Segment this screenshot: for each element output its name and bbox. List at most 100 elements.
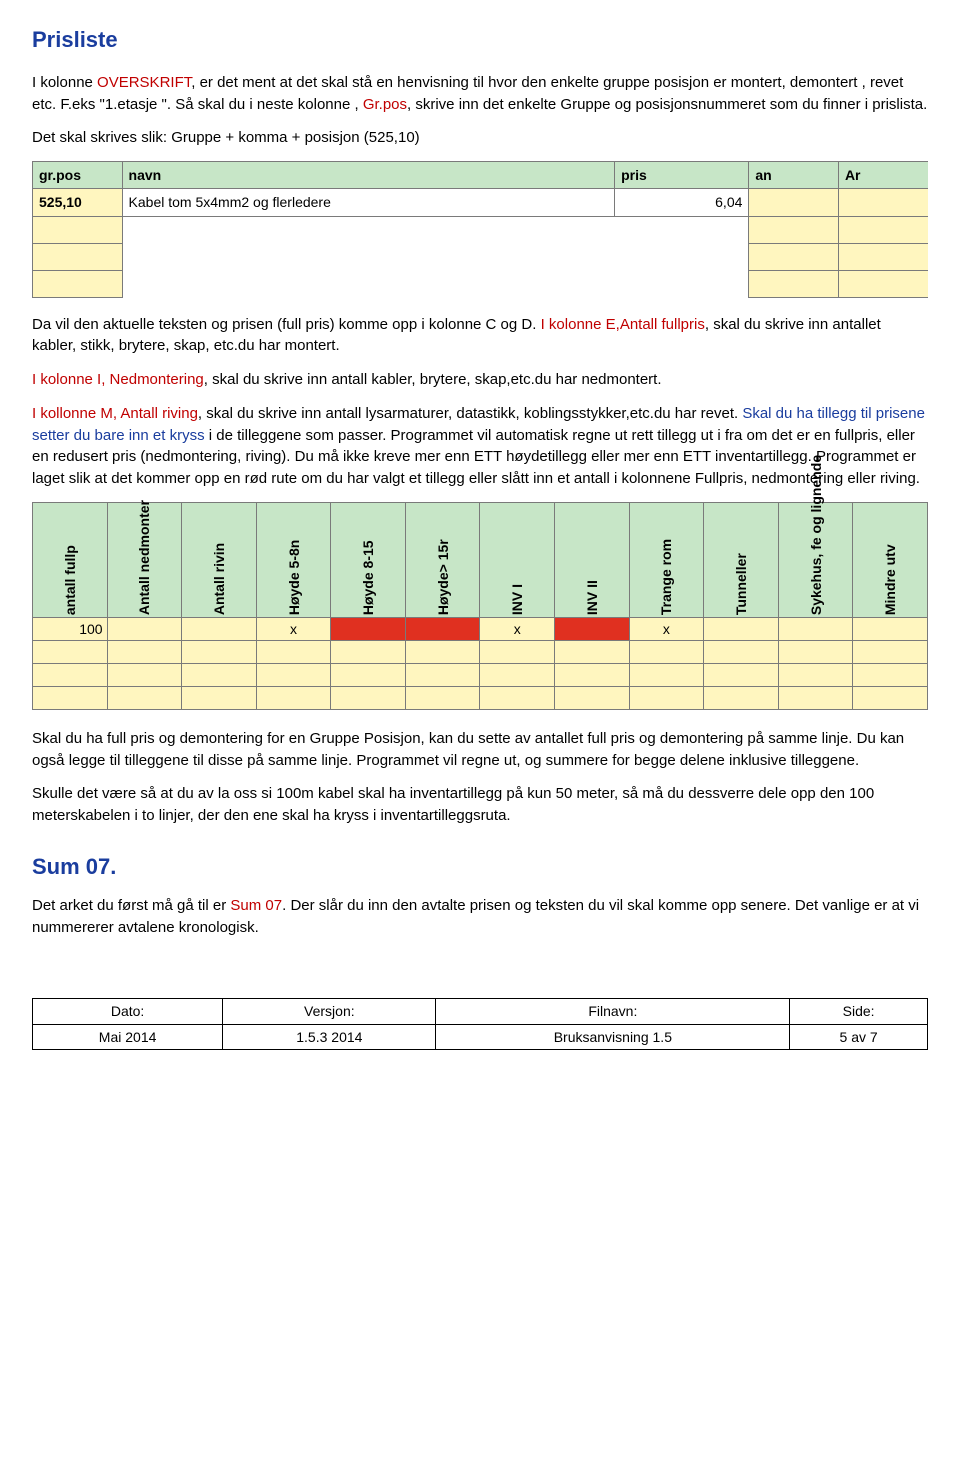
cell[interactable] [555, 640, 630, 663]
cell[interactable] [182, 617, 257, 640]
highlight-kolonne-m: I kollonne M, Antall riving [32, 405, 198, 422]
paragraph-5: I kollonne M, Antall riving, skal du skr… [32, 403, 928, 490]
cell[interactable] [182, 663, 257, 686]
cell[interactable] [33, 216, 123, 243]
cell[interactable] [107, 617, 182, 640]
cell-an[interactable] [749, 189, 839, 216]
cell[interactable] [704, 686, 779, 709]
cell[interactable] [749, 216, 839, 243]
cell[interactable] [704, 663, 779, 686]
cell[interactable] [749, 243, 839, 270]
cell[interactable] [778, 617, 853, 640]
table-tillegg: antall fullp Antall nedmonter Antall riv… [32, 502, 928, 710]
cell-grpos[interactable]: 525,10 [33, 189, 123, 216]
cell[interactable] [838, 216, 928, 243]
paragraph-3: Da vil den aktuelle teksten og prisen (f… [32, 314, 928, 358]
cell[interactable] [853, 663, 928, 686]
cell-inv-1[interactable]: x [480, 617, 555, 640]
cell[interactable] [704, 640, 779, 663]
cell[interactable] [853, 640, 928, 663]
cell[interactable] [405, 640, 480, 663]
cell[interactable] [778, 663, 853, 686]
text: , skal du skrive inn antall kabler, bryt… [204, 371, 662, 388]
cell[interactable] [749, 270, 839, 297]
cell [122, 270, 615, 297]
col-grpos: gr.pos [33, 162, 123, 189]
cell[interactable] [405, 686, 480, 709]
table-row: 100 x x x [33, 617, 928, 640]
cell[interactable] [838, 270, 928, 297]
cell[interactable] [405, 663, 480, 686]
cell[interactable] [256, 640, 331, 663]
cell[interactable] [853, 617, 928, 640]
cell[interactable] [629, 663, 704, 686]
col-antall-rivin: Antall rivin [182, 502, 257, 617]
col-hoyde-15: Høyde> 15r [405, 502, 480, 617]
cell[interactable] [182, 640, 257, 663]
cell[interactable] [33, 686, 108, 709]
cell-trange-rom[interactable]: x [629, 617, 704, 640]
cell-ar[interactable] [838, 189, 928, 216]
col-antall-fullp: antall fullp [33, 502, 108, 617]
cell-antall-fullp[interactable]: 100 [33, 617, 108, 640]
cell[interactable] [853, 686, 928, 709]
cell[interactable] [331, 686, 406, 709]
table-row [33, 270, 929, 297]
table-prisliste: gr.pos navn pris an Ar 525,10 Kabel tom … [32, 161, 928, 298]
footer-value-filnavn: Bruksanvisning 1.5 [436, 1024, 790, 1049]
footer-value-versjon: 1.5.3 2014 [223, 1024, 436, 1049]
col-ar: Ar [838, 162, 928, 189]
table-row [33, 686, 928, 709]
heading-sum07: Sum 07. [32, 851, 928, 883]
cell[interactable] [256, 663, 331, 686]
cell[interactable] [331, 640, 406, 663]
cell[interactable] [555, 686, 630, 709]
table-row [33, 640, 928, 663]
footer-label-filnavn: Filnavn: [436, 999, 790, 1024]
paragraph-2: Det skal skrives slik: Gruppe + komma + … [32, 127, 928, 149]
cell[interactable] [256, 686, 331, 709]
cell[interactable] [629, 640, 704, 663]
text: Da vil den aktuelle teksten og prisen (f… [32, 316, 541, 333]
highlight-kolonne-e: I kolonne E,Antall fullpris [541, 316, 705, 333]
text: Det arket du først må gå til er [32, 897, 230, 914]
cell [615, 243, 749, 270]
cell[interactable] [629, 686, 704, 709]
text: I kolonne [32, 74, 97, 91]
cell-error[interactable] [331, 617, 406, 640]
cell[interactable] [838, 243, 928, 270]
cell[interactable] [182, 686, 257, 709]
footer-header-row: Dato: Versjon: Filnavn: Side: [33, 999, 928, 1024]
cell[interactable] [480, 686, 555, 709]
cell-error[interactable] [555, 617, 630, 640]
cell [122, 243, 615, 270]
cell[interactable] [555, 663, 630, 686]
cell[interactable] [480, 663, 555, 686]
cell[interactable] [33, 270, 123, 297]
cell[interactable] [331, 663, 406, 686]
col-tunneller: Tunneller [704, 502, 779, 617]
cell[interactable] [480, 640, 555, 663]
cell-hoyde-5-8[interactable]: x [256, 617, 331, 640]
cell[interactable] [107, 640, 182, 663]
table-row [33, 243, 929, 270]
cell-error[interactable] [405, 617, 480, 640]
page-title: Prisliste [32, 24, 928, 56]
cell[interactable] [778, 686, 853, 709]
cell[interactable] [107, 663, 182, 686]
highlight-grpos: Gr.pos [363, 96, 407, 113]
cell[interactable] [778, 640, 853, 663]
cell[interactable] [33, 663, 108, 686]
col-an: an [749, 162, 839, 189]
footer-label-dato: Dato: [33, 999, 223, 1024]
paragraph-1: I kolonne OVERSKRIFT, er det ment at det… [32, 72, 928, 116]
col-trange-rom: Trange rom [629, 502, 704, 617]
cell[interactable] [704, 617, 779, 640]
cell[interactable] [33, 640, 108, 663]
text: , skal du skrive inn antall lysarmaturer… [198, 405, 742, 422]
table-header-row: antall fullp Antall nedmonter Antall riv… [33, 502, 928, 617]
cell[interactable] [33, 243, 123, 270]
col-navn: navn [122, 162, 615, 189]
cell[interactable] [107, 686, 182, 709]
footer-value-row: Mai 2014 1.5.3 2014 Bruksanvisning 1.5 5… [33, 1024, 928, 1049]
